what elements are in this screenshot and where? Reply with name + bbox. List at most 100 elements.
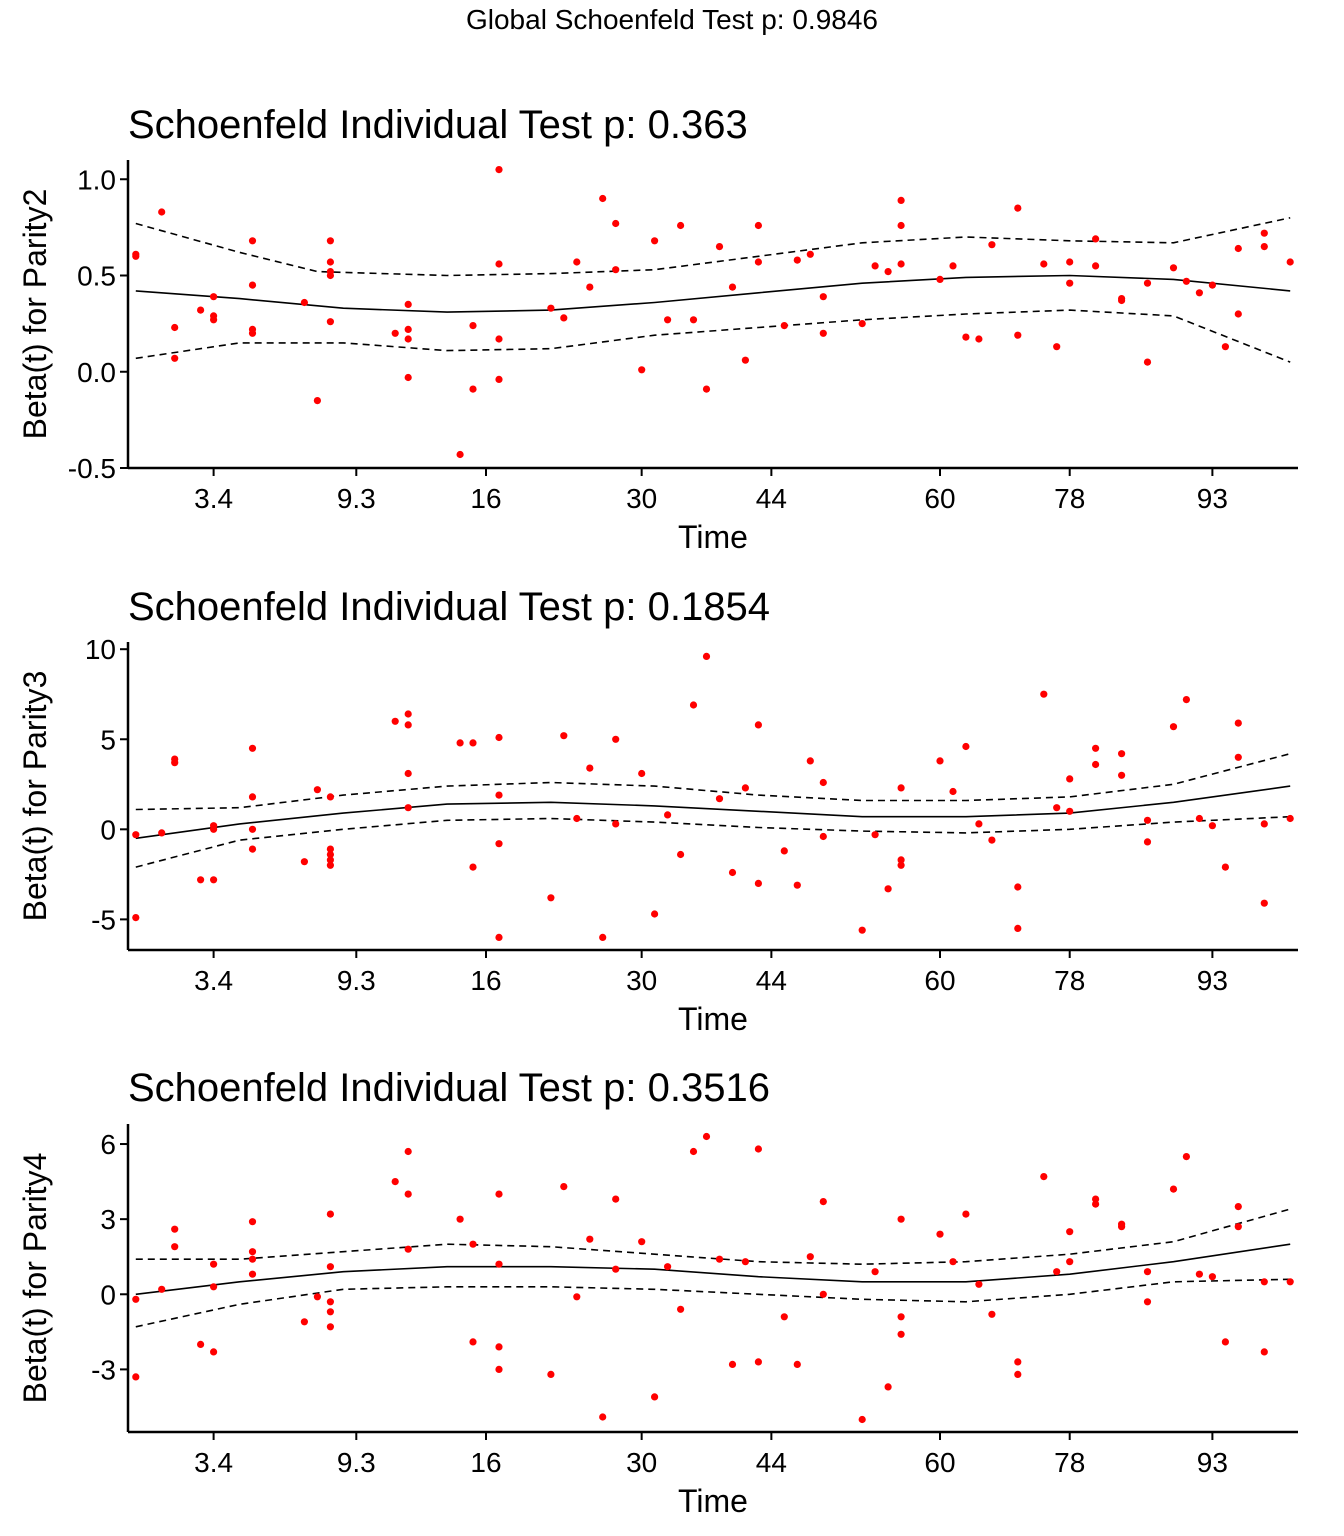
x-tick-label: 78 bbox=[1054, 965, 1085, 996]
residual-point bbox=[495, 375, 503, 383]
residual-point bbox=[612, 820, 620, 828]
residual-point bbox=[1092, 262, 1100, 270]
residual-point bbox=[1118, 1223, 1126, 1231]
residual-point bbox=[677, 1305, 685, 1313]
residual-point bbox=[988, 836, 996, 844]
residual-point bbox=[936, 275, 944, 283]
residual-point bbox=[689, 1147, 698, 1156]
residual-point bbox=[1260, 820, 1268, 828]
residual-point bbox=[793, 881, 801, 889]
residual-point bbox=[495, 260, 503, 268]
x-tick-label: 93 bbox=[1197, 965, 1228, 996]
residual-point bbox=[936, 757, 944, 765]
residual-point bbox=[599, 194, 607, 203]
residual-point bbox=[664, 811, 672, 819]
x-axis-title: Time bbox=[678, 1483, 748, 1519]
residual-point bbox=[1286, 1278, 1294, 1286]
residual-point bbox=[780, 322, 788, 330]
residual-point bbox=[495, 335, 503, 343]
residual-point bbox=[404, 804, 412, 812]
confidence-band-line bbox=[135, 752, 1291, 811]
residual-point bbox=[741, 784, 750, 792]
residual-point bbox=[495, 933, 503, 942]
residual-point bbox=[780, 847, 788, 855]
residual-point bbox=[819, 1198, 827, 1206]
residual-point bbox=[806, 757, 814, 765]
residual-point bbox=[469, 385, 477, 393]
x-tick-label: 3.4 bbox=[194, 965, 233, 996]
residual-point bbox=[1040, 690, 1048, 698]
residual-point bbox=[754, 721, 763, 729]
residual-point bbox=[806, 250, 814, 258]
residual-point bbox=[936, 1230, 944, 1238]
residual-point bbox=[1221, 343, 1229, 351]
residual-point bbox=[1208, 822, 1216, 830]
residual-point bbox=[651, 910, 659, 918]
residual-point bbox=[1143, 358, 1152, 366]
residual-point bbox=[1234, 310, 1242, 318]
residual-point bbox=[404, 1190, 412, 1198]
residual-point bbox=[469, 1338, 477, 1346]
residual-point bbox=[132, 1295, 140, 1303]
x-tick-label: 93 bbox=[1197, 1447, 1228, 1478]
residual-point bbox=[404, 721, 412, 729]
x-tick-label: 93 bbox=[1197, 483, 1228, 514]
residual-point bbox=[858, 1415, 866, 1424]
residual-point bbox=[1143, 1268, 1152, 1276]
residual-point bbox=[495, 791, 503, 799]
x-tick-label: 16 bbox=[470, 965, 501, 996]
confidence-band-line bbox=[135, 1208, 1291, 1266]
residual-point bbox=[897, 221, 905, 230]
residual-point bbox=[495, 1260, 503, 1268]
residual-point bbox=[689, 316, 698, 324]
x-tick-label: 30 bbox=[626, 965, 657, 996]
residual-point bbox=[248, 281, 257, 289]
residual-point bbox=[1053, 343, 1061, 351]
residual-point bbox=[1286, 258, 1294, 266]
x-tick-label: 78 bbox=[1054, 1447, 1085, 1478]
residual-point bbox=[819, 293, 827, 301]
residual-point bbox=[819, 832, 827, 841]
residual-point bbox=[404, 710, 412, 718]
residual-point bbox=[326, 861, 334, 869]
residual-point bbox=[469, 1240, 477, 1248]
residual-point bbox=[171, 1243, 179, 1251]
residual-point bbox=[871, 1268, 879, 1276]
residual-point bbox=[1260, 1278, 1268, 1286]
residual-point bbox=[1040, 260, 1048, 268]
residual-point bbox=[560, 314, 568, 322]
confidence-band-line bbox=[135, 1278, 1291, 1328]
residual-point bbox=[702, 385, 711, 393]
residual-point bbox=[404, 300, 412, 308]
residual-point bbox=[404, 1245, 412, 1253]
x-tick-label: 44 bbox=[756, 483, 787, 514]
fit-line bbox=[135, 785, 1291, 840]
residual-point bbox=[404, 769, 412, 778]
residual-point bbox=[313, 1293, 321, 1301]
residual-point bbox=[897, 1215, 905, 1223]
residual-point bbox=[313, 786, 321, 794]
residual-point bbox=[949, 787, 957, 796]
residual-point bbox=[897, 856, 905, 864]
residual-point bbox=[197, 876, 205, 884]
y-tick-label: 5 bbox=[100, 724, 116, 755]
x-tick-label: 60 bbox=[924, 483, 955, 514]
residual-point bbox=[612, 266, 620, 274]
residual-point bbox=[664, 1263, 672, 1271]
residual-point bbox=[1234, 244, 1242, 253]
residual-point bbox=[586, 1235, 594, 1243]
residual-point bbox=[326, 850, 334, 859]
residual-point bbox=[689, 701, 698, 709]
residual-point bbox=[884, 268, 892, 276]
residual-point bbox=[1014, 204, 1022, 212]
residual-point bbox=[1066, 775, 1074, 783]
residual-point bbox=[1195, 289, 1203, 297]
residual-point bbox=[197, 1340, 205, 1348]
residual-point bbox=[728, 1360, 737, 1368]
residual-point bbox=[1053, 804, 1061, 812]
residual-point bbox=[469, 739, 477, 747]
residual-point bbox=[1221, 863, 1229, 871]
residual-point bbox=[158, 829, 166, 837]
residual-point bbox=[793, 1360, 801, 1368]
